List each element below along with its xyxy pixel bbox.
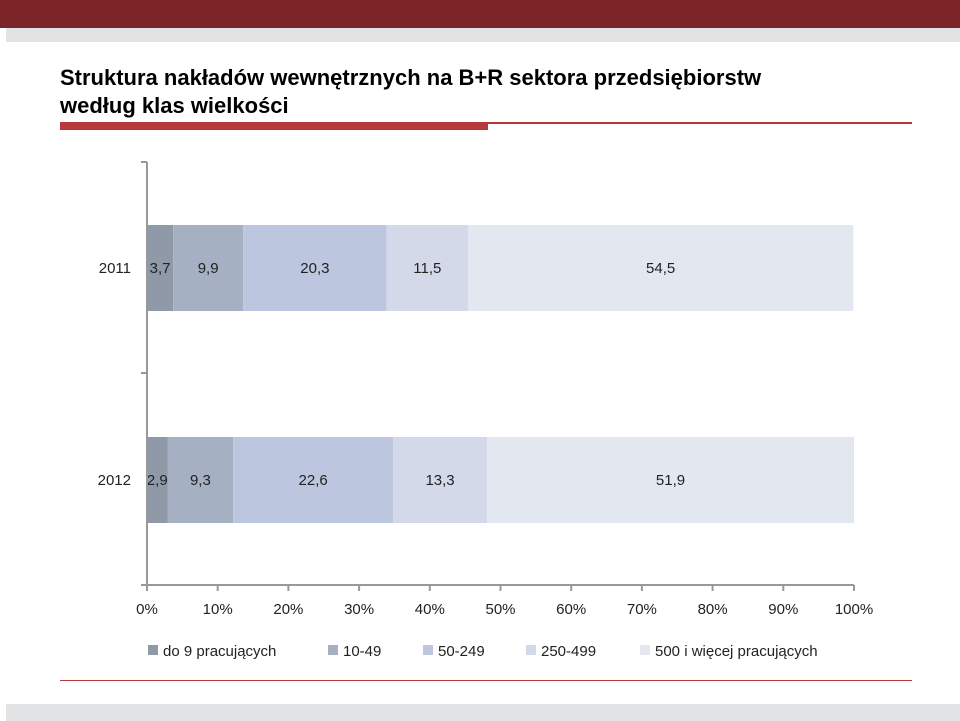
data-label: 2,9 xyxy=(147,472,168,489)
legend-swatch xyxy=(423,645,433,655)
title-line-2: według klas wielkości xyxy=(60,93,289,118)
x-tick-label: 80% xyxy=(698,601,728,618)
data-label: 20,3 xyxy=(300,260,329,277)
data-label: 51,9 xyxy=(656,472,685,489)
legend-label: do 9 pracujących xyxy=(163,643,276,660)
legend-label: 10-49 xyxy=(343,643,381,660)
x-tick-label: 30% xyxy=(344,601,374,618)
stacked-bar-chart: 3,7 9,9 20,3 11,5 54,5 2,9 9,3 22,6 13,3 51,9 201… xyxy=(98,161,873,660)
x-tick-label: 70% xyxy=(627,601,657,618)
axes-layer: 2011 2012 0% 10% 20% 30% 40% 50% 60% 70% 80% 90% 100… xyxy=(98,161,873,618)
legend-swatch xyxy=(640,645,650,655)
y-tick-label: 2011 xyxy=(99,260,131,277)
data-label: 11,5 xyxy=(413,260,441,277)
x-tick-label: 60% xyxy=(556,601,586,618)
legend-swatch xyxy=(328,645,338,655)
data-label: 54,5 xyxy=(646,260,675,277)
bar-segment xyxy=(147,437,168,523)
bar-segment xyxy=(487,437,854,523)
x-tick-label: 0% xyxy=(136,601,158,618)
title-line-1: Struktura nakładów wewnętrznych na B+R s… xyxy=(60,65,762,90)
bar-segment xyxy=(243,225,387,311)
data-label: 9,3 xyxy=(190,472,211,489)
title-underline-accent xyxy=(60,122,488,130)
bar-segment xyxy=(173,225,244,311)
bar-segment xyxy=(386,225,468,311)
x-tick-label: 10% xyxy=(203,601,233,618)
data-label: 22,6 xyxy=(299,472,328,489)
legend-label: 50-249 xyxy=(438,643,485,660)
x-tick-label: 40% xyxy=(415,601,445,618)
header-notch xyxy=(0,28,6,42)
y-tick-label: 2012 xyxy=(98,472,131,489)
bar-segment xyxy=(393,437,488,523)
x-tick-label: 90% xyxy=(768,601,798,618)
bar-segment xyxy=(467,225,854,311)
bar-segment xyxy=(233,437,394,523)
bar-segment xyxy=(147,225,174,311)
footer-band xyxy=(0,704,960,721)
x-tick-label: 100% xyxy=(835,601,873,618)
bar-segment xyxy=(167,437,234,523)
footer-notch xyxy=(0,704,6,721)
header-gray-band xyxy=(0,28,960,42)
x-tick-label: 20% xyxy=(273,601,303,618)
footer-rule xyxy=(60,680,912,681)
legend-swatch xyxy=(526,645,536,655)
legend-label: 500 i więcej pracujących xyxy=(655,643,818,660)
data-label: 3,7 xyxy=(150,260,171,277)
slide-title: Struktura nakładów wewnętrznych na B+R s… xyxy=(60,64,940,120)
header-band xyxy=(0,0,960,28)
legend-swatch xyxy=(148,645,158,655)
data-label: 9,9 xyxy=(198,260,219,277)
x-tick-label: 50% xyxy=(485,601,515,618)
legend-label: 250-499 xyxy=(541,643,596,660)
data-label: 13,3 xyxy=(425,472,454,489)
legend: do 9 pracujących 10-49 50-249 250-499 500 i … xyxy=(148,643,818,660)
bars-layer: 3,7 9,9 20,3 11,5 54,5 2,9 9,3 22,6 13,3 51,9 xyxy=(147,225,854,523)
